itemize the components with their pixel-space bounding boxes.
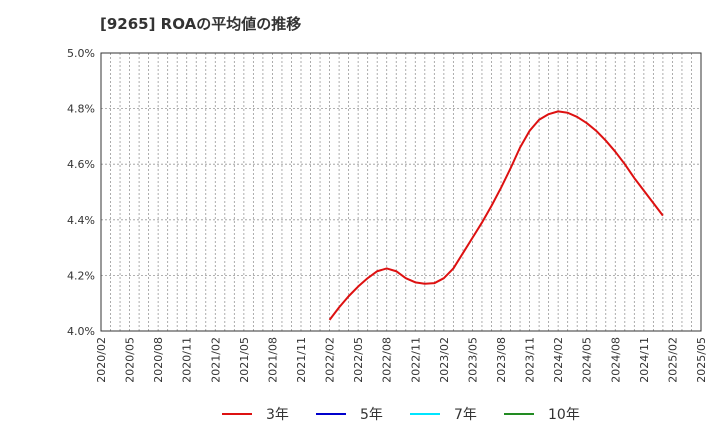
x-tick-label: 2022/02 [324, 337, 337, 383]
series-line-3年 [328, 110, 664, 321]
y-tick-label: 4.8% [67, 103, 95, 116]
y-tick-label: 4.4% [67, 214, 95, 227]
x-tick-label: 2024/02 [552, 337, 565, 383]
legend: 3年 5年 7年 10年 [222, 407, 580, 423]
x-tick-label: 2022/08 [381, 337, 394, 383]
x-tick-label: 2021/11 [295, 337, 308, 383]
x-tick-label: 2024/08 [609, 337, 622, 383]
y-axis: 4.0% 4.2% 4.4% 4.6% 4.8% 5.0% [67, 47, 95, 338]
x-tick-label: 2020/05 [124, 337, 137, 383]
plot-area [100, 52, 702, 332]
x-tick-label: 2023/05 [466, 337, 479, 383]
x-tick-label: 2021/02 [209, 337, 222, 383]
x-tick-label: 2021/05 [238, 337, 251, 383]
y-tick-label: 4.2% [67, 269, 95, 282]
y-tick-label: 4.6% [67, 158, 95, 171]
x-axis: 2020/02 2020/05 2020/08 2020/11 2021/02 2021/… [95, 337, 708, 383]
x-tick-label: 2024/11 [638, 337, 651, 383]
x-tick-label: 2020/11 [181, 337, 194, 383]
x-tick-label: 2020/08 [152, 337, 165, 383]
legend-label: 3年 [266, 407, 289, 423]
x-tick-label: 2023/11 [524, 337, 537, 383]
x-tick-label: 2021/08 [266, 337, 279, 383]
x-tick-label: 2020/02 [95, 337, 108, 383]
x-tick-label: 2025/02 [666, 337, 679, 383]
y-tick-label: 5.0% [67, 47, 95, 60]
legend-label: 7年 [454, 407, 477, 423]
series-lines [328, 110, 664, 321]
x-tick-label: 2022/11 [409, 337, 422, 383]
x-tick-label: 2025/05 [695, 337, 708, 383]
legend-label: 5年 [360, 407, 383, 423]
x-tick-label: 2022/05 [352, 337, 365, 383]
x-tick-label: 2024/05 [581, 337, 594, 383]
chart-title: [9265] ROAの平均値の推移 [100, 15, 301, 33]
x-tick-label: 2023/02 [438, 337, 451, 383]
y-tick-label: 4.0% [67, 325, 95, 338]
x-tick-label: 2023/08 [495, 337, 508, 383]
legend-label: 10年 [548, 407, 580, 423]
grid-lines [101, 53, 701, 331]
